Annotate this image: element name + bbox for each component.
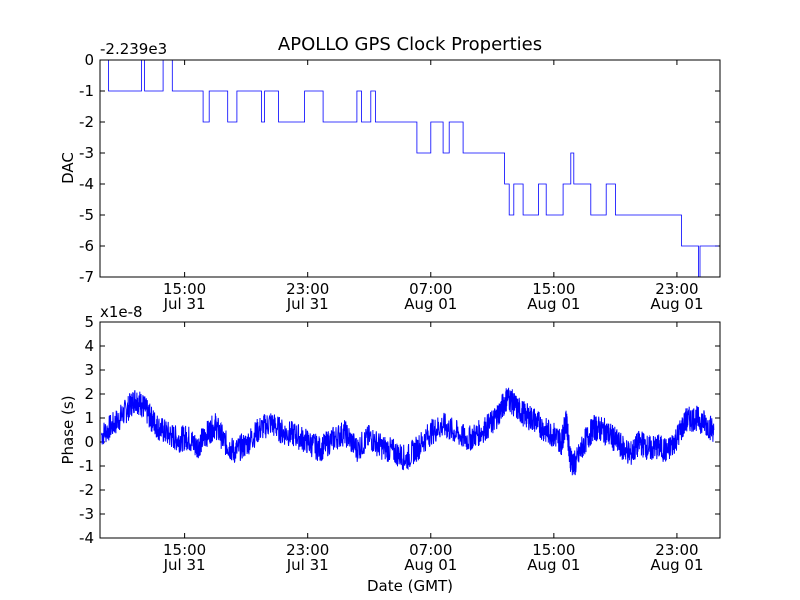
phase-ytick-label: 3 bbox=[84, 361, 94, 379]
dac-axes-frame bbox=[99, 59, 721, 278]
phase-offset-label: x1e-8 bbox=[100, 303, 143, 321]
phase-ytick-label: -3 bbox=[79, 505, 94, 523]
phase-y-axis-label: Phase (s) bbox=[59, 395, 77, 464]
dac-ytick-label: -6 bbox=[79, 237, 94, 255]
phase-ytick-label: 0 bbox=[84, 433, 94, 451]
phase-xtick-time: 23:00 bbox=[286, 541, 329, 559]
phase-series-line bbox=[101, 387, 715, 476]
chart-title: APOLLO GPS Clock Properties bbox=[278, 34, 542, 55]
dac-ytick-label: -3 bbox=[79, 144, 94, 162]
phase-xtick-date: Aug 01 bbox=[527, 556, 580, 574]
dac-xtick-time: 23:00 bbox=[286, 280, 329, 298]
phase-ytick-label: 5 bbox=[84, 313, 94, 331]
phase-ytick-label: -2 bbox=[79, 481, 94, 499]
phase-panel: x1e-8 Phase (s) Date (GMT) 5 4 3 2 1 0 -1 -2 -3 -… bbox=[59, 303, 721, 595]
dac-xtick-date: Jul 31 bbox=[286, 295, 329, 313]
phase-xtick-time: 15:00 bbox=[163, 541, 206, 559]
dac-ytick-label: -1 bbox=[79, 82, 94, 100]
phase-xtick-date: Jul 31 bbox=[286, 556, 329, 574]
dac-ytick-label: -2 bbox=[79, 113, 94, 131]
dac-xtick-date: Aug 01 bbox=[404, 295, 457, 313]
phase-ytick-label: 2 bbox=[84, 385, 94, 403]
dac-xtick-date: Aug 01 bbox=[527, 295, 580, 313]
dac-ytick-label: 0 bbox=[84, 51, 94, 69]
phase-xtick-date: Jul 31 bbox=[163, 556, 206, 574]
dac-ytick-label: -5 bbox=[79, 206, 94, 224]
phase-ytick-label: -4 bbox=[79, 529, 94, 547]
dac-xtick-time: 23:00 bbox=[655, 280, 698, 298]
dac-y-axis-label: DAC bbox=[59, 152, 77, 184]
phase-ytick-label: -1 bbox=[79, 457, 94, 475]
phase-xtick-time: 23:00 bbox=[655, 541, 698, 559]
dac-ytick-label: -7 bbox=[79, 268, 94, 286]
dac-xtick-time: 15:00 bbox=[532, 280, 575, 298]
phase-axes-frame bbox=[99, 321, 721, 539]
phase-xtick-time: 15:00 bbox=[532, 541, 575, 559]
dac-xtick-time: 07:00 bbox=[409, 280, 452, 298]
phase-xtick-time: 07:00 bbox=[409, 541, 452, 559]
dac-ytick-label: -4 bbox=[79, 175, 94, 193]
phase-ytick-label: 4 bbox=[84, 337, 94, 355]
dac-xtick-date: Aug 01 bbox=[650, 295, 703, 313]
phase-ytick-label: 1 bbox=[84, 409, 94, 427]
dac-offset-label: -2.239e3 bbox=[100, 40, 167, 58]
dac-xtick-date: Jul 31 bbox=[163, 295, 206, 313]
phase-xtick-date: Aug 01 bbox=[650, 556, 703, 574]
dac-xtick-time: 15:00 bbox=[163, 280, 206, 298]
dac-series-line bbox=[107, 59, 719, 278]
phase-x-axis-label: Date (GMT) bbox=[367, 577, 453, 595]
phase-xtick-date: Aug 01 bbox=[404, 556, 457, 574]
